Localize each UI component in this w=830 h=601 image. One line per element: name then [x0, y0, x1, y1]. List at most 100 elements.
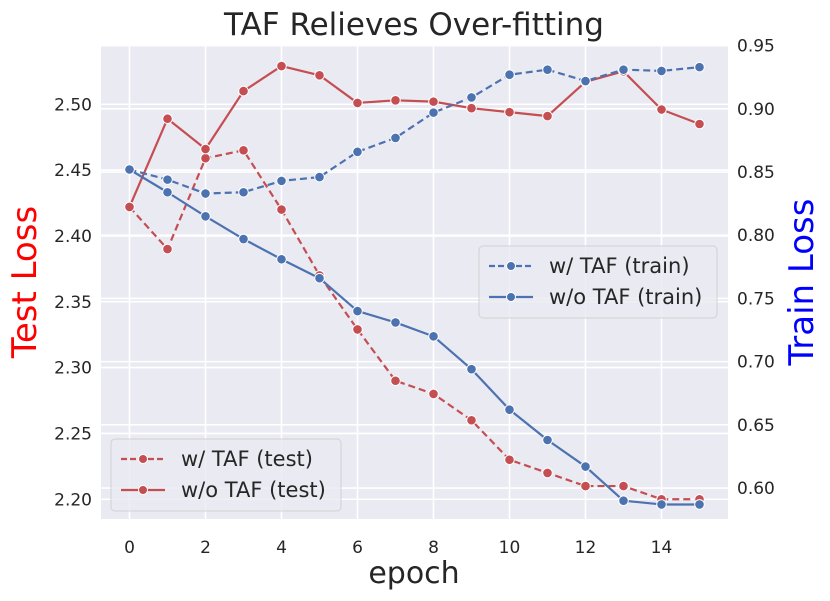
series-0-point — [352, 324, 363, 335]
y-tick-label-left: 2.25 — [54, 424, 92, 444]
series-1-point — [466, 102, 477, 114]
y-tick-label-right: 0.90 — [737, 100, 775, 120]
y-tick-label-right: 0.95 — [737, 37, 775, 57]
series-3-point — [542, 434, 553, 446]
series-2-point — [428, 107, 439, 118]
x-axis-label: epoch — [368, 556, 459, 591]
x-tick-label: 4 — [276, 538, 287, 558]
series-0-point — [428, 388, 439, 400]
series-3-point — [694, 499, 705, 510]
series-line-1 — [128, 64, 700, 208]
series-1-point — [276, 60, 287, 72]
series-2-point — [390, 132, 401, 144]
series-1-point — [200, 143, 211, 155]
x-tick-label: 0 — [124, 538, 135, 558]
legend-train: w/ TAF (train) w/o TAF (train) — [478, 245, 718, 319]
series-3-point — [428, 331, 439, 342]
legend-train-label-dashed: w/ TAF (train) — [549, 254, 690, 278]
series-line-2 — [129, 66, 700, 195]
legend-train-marker-dashed — [506, 261, 516, 271]
series-0-point — [618, 480, 629, 492]
series-2-point — [200, 188, 211, 199]
y-tick-label-left: 2.45 — [54, 161, 92, 181]
series-0-point — [238, 145, 249, 156]
legend-test-label-dashed: w/ TAF (test) — [181, 447, 313, 471]
series-1-point — [162, 113, 173, 125]
series-1-point — [694, 118, 705, 130]
series-3-point — [580, 461, 591, 472]
y-tick-label-left: 2.20 — [54, 490, 92, 510]
series-1-point — [504, 106, 515, 118]
x-tick-label: 10 — [499, 538, 521, 558]
series-2-point — [580, 75, 591, 87]
series-1-point — [428, 96, 439, 107]
chart-title: TAF Relieves Over-fitting — [223, 7, 604, 43]
legend-train-marker-solid — [506, 292, 516, 302]
y-tick-label-right: 0.75 — [737, 289, 775, 309]
x-tick-label: 12 — [575, 538, 597, 558]
x-tick-label: 6 — [352, 538, 363, 558]
series-2-point — [276, 175, 287, 187]
series-3-point — [466, 363, 477, 375]
series-0-point — [200, 152, 211, 164]
series-2-point — [314, 171, 325, 183]
series-layer — [124, 60, 705, 510]
x-tick-label: 8 — [428, 538, 439, 558]
y-tick-label-right: 0.70 — [737, 353, 775, 373]
y-axis-label-left: Test Loss — [5, 206, 45, 359]
x-ticks: 0 2 4 6 8 10 12 14 — [124, 538, 672, 558]
series-1-point — [542, 110, 553, 122]
legend-test-label-solid: w/o TAF (test) — [181, 478, 326, 502]
series-3-point — [390, 317, 401, 328]
x-tick-label: 2 — [200, 538, 211, 558]
legend-test: w/ TAF (test) w/o TAF (test) — [110, 438, 342, 512]
series-3-point — [618, 495, 629, 506]
y-tick-label-right: 0.60 — [737, 479, 775, 499]
series-3-point — [352, 305, 363, 317]
series-3-point — [200, 210, 211, 222]
series-3-point — [504, 404, 515, 415]
series-0-point — [276, 204, 287, 215]
y-ticks-left: 2.20 2.25 2.30 2.35 2.40 2.45 2.50 — [54, 95, 92, 510]
series-1-point — [314, 69, 325, 81]
y-axis-label-right: Train Loss — [782, 199, 822, 367]
y-tick-label-left: 2.30 — [54, 359, 92, 379]
series-2-point — [618, 64, 629, 75]
series-3-point — [656, 499, 667, 510]
series-2-point — [238, 186, 249, 198]
legend-train-box — [478, 245, 718, 319]
y-tick-label-left: 2.50 — [54, 95, 92, 115]
y-tick-label-left: 2.40 — [54, 227, 92, 247]
legend-test-box — [110, 438, 342, 512]
series-0-point — [580, 480, 591, 492]
series-3-point — [238, 233, 249, 245]
series-0-point — [162, 243, 173, 255]
series-2-point — [466, 92, 477, 103]
series-0-point — [542, 467, 553, 479]
series-3-point — [314, 272, 325, 284]
series-3-point — [162, 186, 173, 198]
series-1-point — [390, 95, 401, 106]
y-tick-label-right: 0.85 — [737, 163, 775, 183]
series-0-point — [390, 375, 401, 387]
series-2-point — [504, 69, 515, 81]
series-1-point — [238, 85, 249, 97]
legend-test-marker-solid — [138, 485, 148, 495]
legend-test-marker-dashed — [138, 454, 148, 464]
x-tick-label: 14 — [651, 538, 673, 558]
series-1-point — [352, 97, 363, 109]
y-tick-label-left: 2.35 — [54, 293, 92, 313]
series-0-point — [504, 454, 515, 466]
series-2-point — [542, 64, 553, 75]
y-tick-label-right: 0.65 — [737, 416, 775, 436]
series-2-point — [162, 174, 173, 185]
series-1-point — [656, 104, 667, 115]
series-line-3 — [128, 168, 700, 506]
y-ticks-right: 0.60 0.65 0.70 0.75 0.80 0.85 0.90 0.95 — [737, 37, 775, 499]
series-0-point — [466, 414, 477, 426]
series-2-point — [352, 146, 363, 158]
series-line-0 — [128, 149, 700, 501]
y-tick-label-right: 0.80 — [737, 226, 775, 246]
series-2-point — [656, 65, 667, 77]
